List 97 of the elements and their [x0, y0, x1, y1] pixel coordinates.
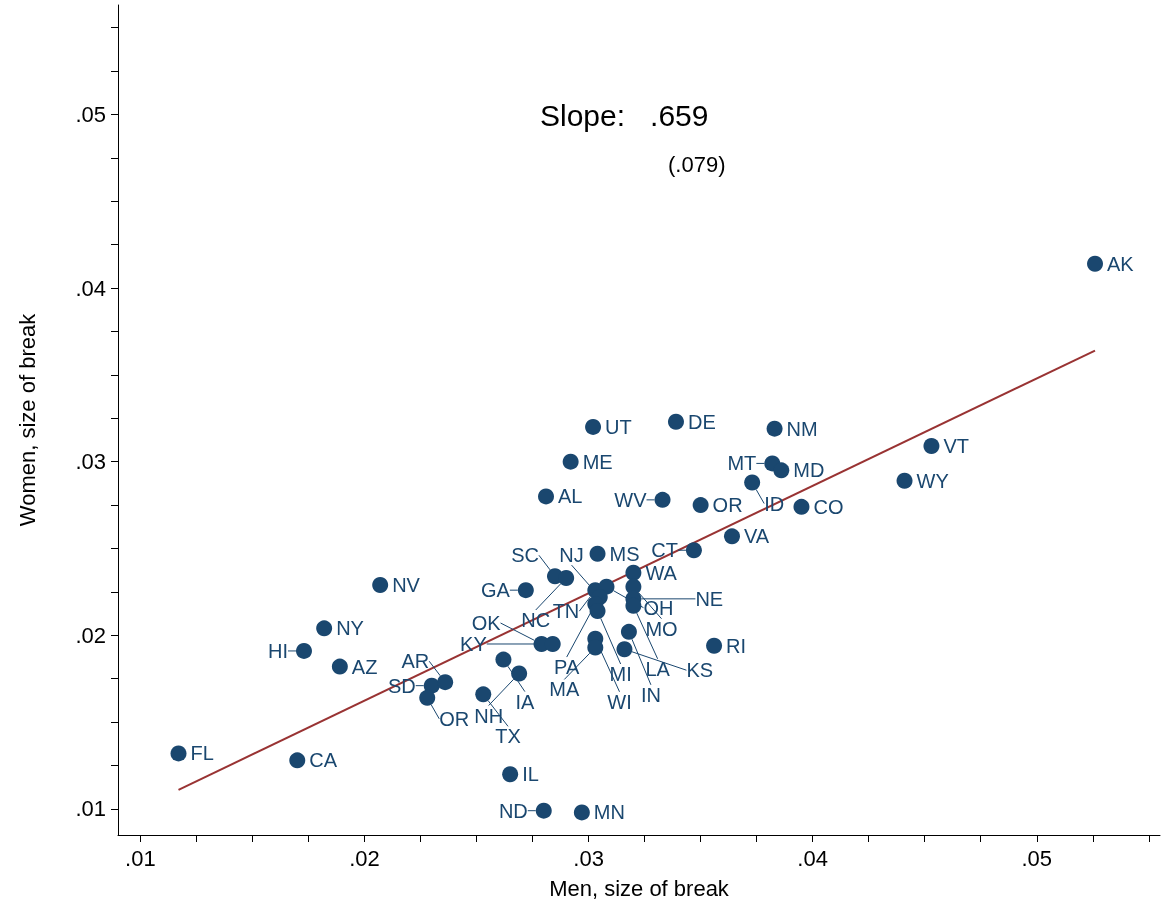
point [517, 582, 534, 599]
data-label: AL [558, 485, 583, 508]
point [585, 418, 602, 435]
data-label: MN [593, 801, 625, 824]
point [437, 674, 454, 691]
data-label: MD [793, 459, 825, 482]
point [511, 665, 528, 682]
data-label: NV [392, 573, 421, 596]
y-tick-label: .03 [75, 449, 106, 475]
point [289, 752, 306, 769]
data-label: VA [744, 525, 770, 548]
data-label: AK [1107, 252, 1135, 275]
point [923, 438, 940, 455]
point [419, 689, 436, 706]
data-label: KS [686, 659, 714, 682]
point [316, 620, 333, 637]
data-label: WV [614, 488, 648, 511]
data-label: HI [267, 639, 288, 662]
point [372, 576, 389, 593]
data-label: LA [645, 657, 671, 680]
data-label: IN [640, 683, 661, 706]
data-label: OK [471, 612, 502, 634]
point [573, 804, 590, 821]
data-label: NH [474, 704, 504, 727]
point [667, 413, 684, 430]
point [896, 472, 913, 489]
data-label: WI [607, 690, 632, 713]
point [724, 528, 740, 545]
data-label: CT [651, 539, 678, 562]
data-label: CA [309, 749, 338, 772]
point [562, 453, 579, 470]
y-axis-title: Women, size of break [14, 312, 40, 527]
data-label: MA [549, 678, 580, 701]
point [558, 570, 575, 587]
x-tick-label: .01 [125, 845, 156, 871]
data-label: OR [439, 707, 470, 730]
data-label: PA [554, 656, 580, 679]
point [766, 420, 783, 437]
x-tick-label: .04 [797, 845, 828, 871]
y-tick-label: .04 [75, 275, 106, 301]
point [620, 623, 637, 640]
point [170, 745, 187, 762]
data-label: DE [687, 410, 716, 433]
y-tick-label: .05 [75, 101, 106, 127]
point [495, 651, 512, 668]
x-tick-label: .03 [573, 845, 604, 871]
data-label: TN [552, 600, 580, 623]
data-label: NE [695, 587, 724, 610]
point [793, 498, 810, 515]
point [589, 545, 606, 562]
data-label: MT [727, 452, 757, 475]
point [616, 641, 633, 658]
data-label: CO [813, 495, 844, 518]
point [744, 474, 761, 491]
point [296, 642, 312, 659]
annotation: (.079) [668, 151, 726, 177]
data-label: WA [645, 561, 678, 584]
x-tick-label: .05 [1021, 845, 1053, 871]
point [475, 686, 492, 703]
x-tick-label: .02 [349, 845, 380, 871]
y-tick-label: .01 [75, 796, 106, 822]
point [692, 497, 709, 514]
data-label: RI [726, 634, 747, 657]
data-label: IL [522, 763, 539, 786]
data-label: UT [605, 415, 632, 438]
x-axis-title: Men, size of break [549, 875, 730, 901]
point [654, 491, 671, 508]
data-label: NY [336, 617, 364, 640]
point [535, 802, 552, 819]
data-label: TX [495, 725, 521, 748]
point [625, 564, 642, 581]
data-label: IA [515, 690, 535, 713]
annotation: Slope: .659 [540, 98, 709, 132]
data-label: WY [916, 469, 949, 492]
point [706, 637, 723, 654]
data-label: ME [582, 450, 613, 473]
data-label: MI [609, 663, 632, 685]
data-label: OR [712, 494, 743, 517]
point [685, 542, 702, 559]
data-label: ND [498, 799, 528, 822]
data-label: SC [511, 544, 539, 567]
data-label: AR [401, 650, 430, 673]
data-label: VT [943, 435, 969, 458]
data-label: MO [645, 617, 678, 640]
point [538, 488, 554, 505]
data-label: AZ [351, 655, 378, 678]
data-label: NJ [559, 544, 584, 567]
point [331, 658, 348, 675]
point [589, 603, 606, 619]
point [502, 766, 519, 783]
data-label: FL [190, 742, 214, 765]
y-tick-label: .02 [75, 622, 106, 648]
point [773, 462, 790, 479]
data-label: MS [609, 542, 640, 565]
point [1087, 255, 1104, 272]
data-label: NM [786, 417, 818, 440]
data-label: GA [480, 579, 511, 602]
